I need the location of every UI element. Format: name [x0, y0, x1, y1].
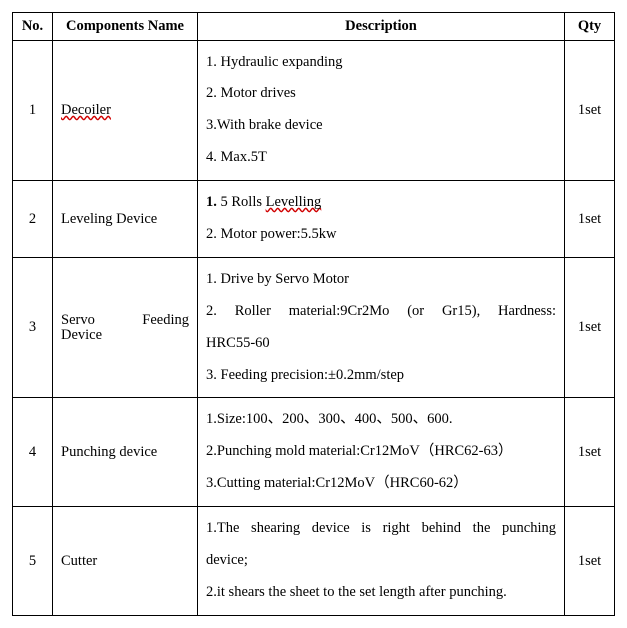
cell-component: Punching device — [53, 398, 198, 507]
cell-component: Leveling Device — [53, 181, 198, 258]
cell-component: Servo Feeding Device — [53, 257, 198, 398]
table-row: 1Decoiler1. Hydraulic expanding2. Motor … — [13, 40, 615, 181]
cell-description: 1. Drive by Servo Motor2. Roller materia… — [198, 257, 565, 398]
cell-description: 1. 5 Rolls Levelling2. Motor power:5.5kw — [198, 181, 565, 258]
cell-no: 5 — [13, 507, 53, 616]
table-row: 2Leveling Device1. 5 Rolls Levelling2. M… — [13, 181, 615, 258]
cell-component: Decoiler — [53, 40, 198, 181]
col-qty: Qty — [565, 13, 615, 41]
col-description: Description — [198, 13, 565, 41]
components-table: No. Components Name Description Qty 1Dec… — [12, 12, 615, 616]
cell-component: Cutter — [53, 507, 198, 616]
cell-no: 1 — [13, 40, 53, 181]
cell-qty: 1set — [565, 507, 615, 616]
cell-no: 3 — [13, 257, 53, 398]
cell-description: 1. Hydraulic expanding2. Motor drives3.W… — [198, 40, 565, 181]
cell-qty: 1set — [565, 40, 615, 181]
table-row: 3Servo Feeding Device1. Drive by Servo M… — [13, 257, 615, 398]
col-no: No. — [13, 13, 53, 41]
cell-no: 2 — [13, 181, 53, 258]
cell-qty: 1set — [565, 398, 615, 507]
table-header-row: No. Components Name Description Qty — [13, 13, 615, 41]
cell-description: 1.Size:100、200、300、400、500、600.2.Punchin… — [198, 398, 565, 507]
table-row: 5Cutter1.The shearing device is right be… — [13, 507, 615, 616]
table-row: 4Punching device1.Size:100、200、300、400、5… — [13, 398, 615, 507]
cell-no: 4 — [13, 398, 53, 507]
cell-qty: 1set — [565, 181, 615, 258]
col-components: Components Name — [53, 13, 198, 41]
cell-qty: 1set — [565, 257, 615, 398]
cell-description: 1.The shearing device is right behind th… — [198, 507, 565, 616]
